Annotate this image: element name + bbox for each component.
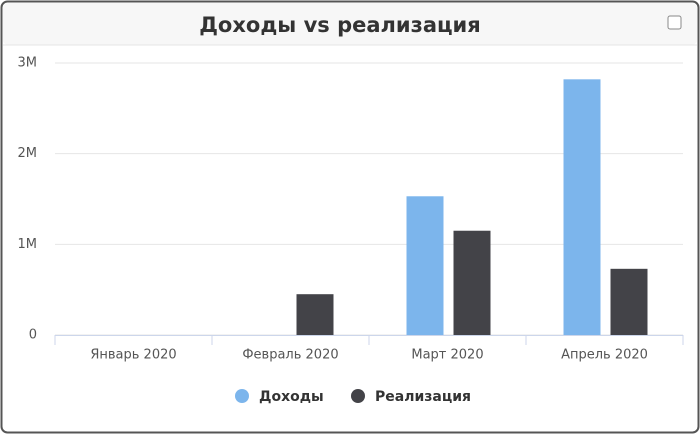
x-tick-label: Январь 2020 (90, 348, 176, 363)
legend-label: Доходы (259, 389, 324, 405)
x-tick-label: Март 2020 (411, 348, 483, 363)
bar (563, 79, 601, 335)
legend-marker (351, 389, 365, 403)
bar (610, 268, 648, 335)
bar (453, 230, 491, 335)
checkbox[interactable] (667, 15, 682, 30)
y-tick-label: 2M (18, 146, 38, 161)
header-band (3, 3, 697, 45)
legend-label: Реализация (375, 389, 471, 405)
y-tick-label: 1M (18, 237, 38, 252)
chart-title: Доходы vs реализация (199, 13, 481, 37)
x-tick-label: Февраль 2020 (242, 348, 338, 363)
y-tick-label: 3M (18, 56, 38, 71)
legend-marker (235, 389, 249, 403)
bar (296, 294, 334, 335)
x-tick-label: Апрель 2020 (561, 348, 648, 363)
y-tick-label: 0 (29, 328, 37, 343)
bar (406, 196, 444, 335)
